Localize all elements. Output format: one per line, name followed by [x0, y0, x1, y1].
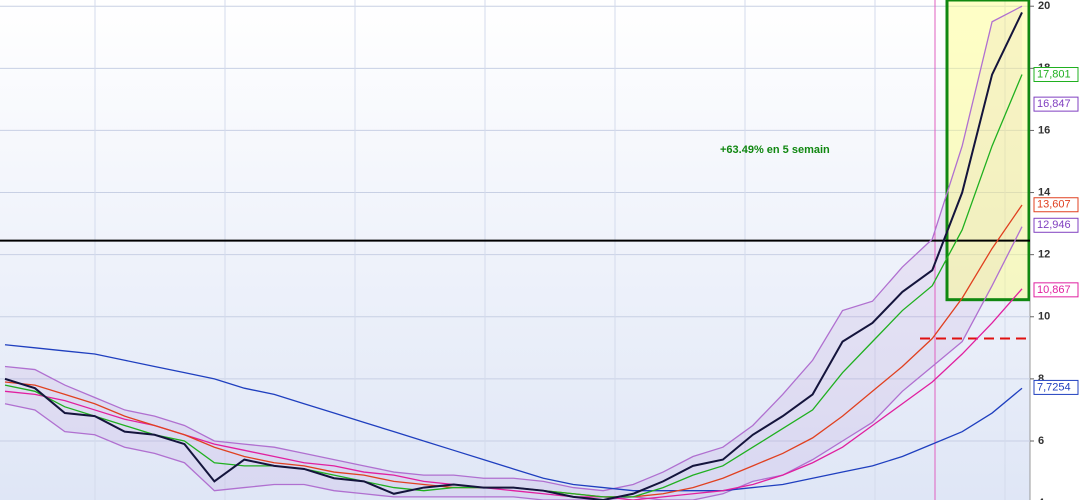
y-tick-label: 16: [1038, 124, 1050, 136]
price-line: [4, 11, 1023, 500]
y-tick-label: 4: [1038, 497, 1045, 500]
y-tick-label: 12: [1038, 249, 1050, 261]
price-label-box: [1033, 96, 1079, 112]
price-label-box: [1033, 67, 1079, 83]
y-tick-label: 8: [1038, 373, 1044, 385]
price-label: 16,847: [1037, 98, 1071, 110]
annotation: +63.49% en 5 semain: [720, 144, 830, 156]
price-label: 7,7254: [1037, 381, 1071, 393]
price-label-box: [1033, 282, 1079, 298]
y-tick-label: 20: [1038, 0, 1050, 12]
price-label: 12,946: [1037, 219, 1071, 231]
price-label: 17,801: [1037, 68, 1071, 80]
y-tick-label: 14: [1038, 186, 1051, 198]
y-tick-label: 6: [1038, 435, 1044, 447]
indicator-line: [4, 226, 1023, 500]
price-label: 13,607: [1037, 199, 1071, 211]
price-label-box: [1033, 379, 1079, 395]
plot-background: [0, 0, 1030, 500]
axis-background: [1030, 0, 1080, 500]
price-label-box: [1033, 197, 1079, 213]
indicator-line: [4, 5, 1023, 492]
price-label: 10,867: [1037, 284, 1071, 296]
y-tick-label: 10: [1038, 311, 1050, 323]
price-label-box: [1033, 217, 1079, 233]
indicator-line: [4, 344, 1023, 492]
